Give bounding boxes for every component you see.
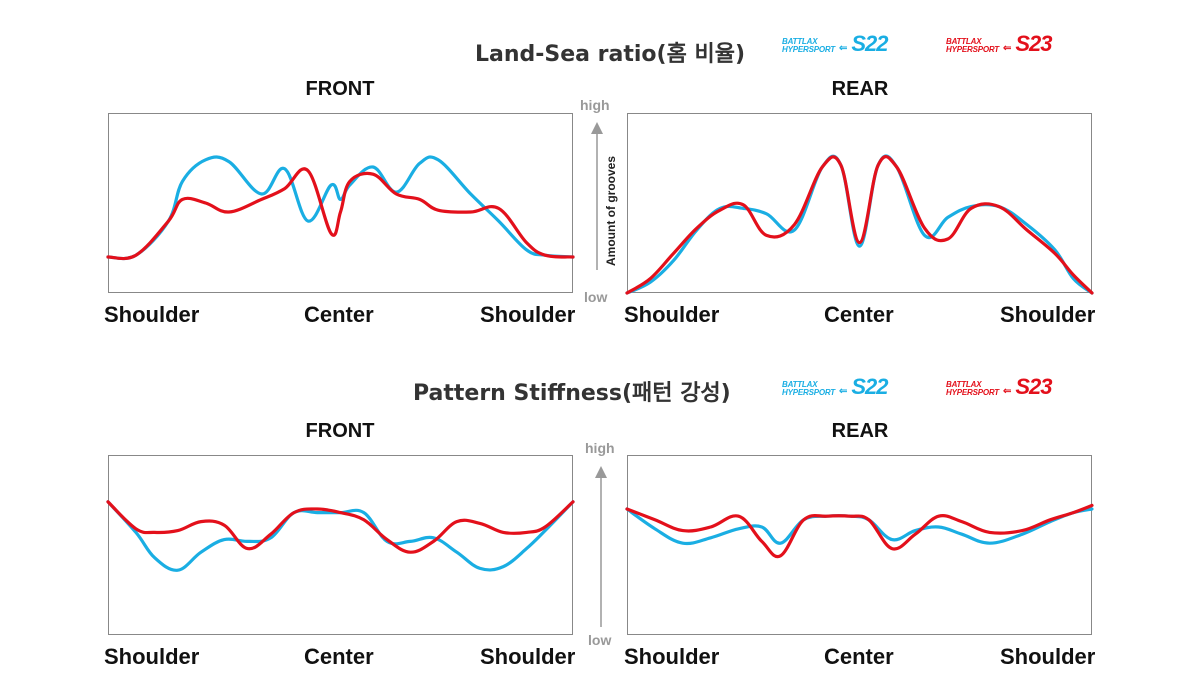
land-sea-front-chart bbox=[106, 155, 575, 261]
stiffness-rear-x-left: Shoulder bbox=[624, 644, 720, 669]
land-sea-axis-high: high bbox=[580, 97, 610, 113]
legend-s23-model: S23 bbox=[1015, 31, 1052, 56]
legend-s22-bottom: BATTLAX HYPERSPORT ⇐ S22 bbox=[782, 374, 889, 399]
stiffness-front-x-center: Center bbox=[304, 644, 374, 669]
stiffness-axis-low: low bbox=[588, 632, 612, 648]
land-sea-front-x-left: Shoulder bbox=[104, 302, 200, 327]
legend-s23-bottom: BATTLAX HYPERSPORT ⇐ S23 bbox=[946, 374, 1053, 399]
legend-s23-bottom-arrow-icon: ⇐ bbox=[1002, 386, 1012, 397]
legend-s23-bottom-brand: BATTLAX bbox=[946, 380, 982, 389]
land-sea-front-x-center: Center bbox=[304, 302, 374, 327]
legend-s22-bottom-brand-2: HYPERSPORT bbox=[782, 388, 835, 397]
legend-s22-brand: BATTLAX bbox=[782, 37, 818, 46]
land-sea-front-x-right: Shoulder bbox=[480, 302, 576, 327]
legend-s23-brand-2: HYPERSPORT bbox=[946, 45, 999, 54]
series-line-s22 bbox=[625, 507, 1094, 546]
legend-s23-bottom-model: S23 bbox=[1015, 374, 1052, 399]
land-sea-rear-chart bbox=[625, 154, 1094, 295]
series-line-s22 bbox=[106, 155, 575, 261]
land-sea-rear-plot bbox=[625, 113, 1094, 295]
land-sea-front-plot bbox=[106, 113, 575, 293]
series-line-s23 bbox=[106, 500, 575, 554]
stiffness-front-title: FRONT bbox=[305, 420, 375, 442]
stiffness-rear-x-right: Shoulder bbox=[1000, 644, 1096, 669]
land-sea-axis-low: low bbox=[584, 289, 608, 305]
land-sea-axis-arrow-icon bbox=[591, 122, 603, 270]
legend-s22-bottom-arrow-icon: ⇐ bbox=[838, 386, 848, 397]
stiffness-title: Pattern Stiffness(패턴 강성) bbox=[413, 381, 731, 406]
legend-s22-arrow-icon: ⇐ bbox=[838, 43, 848, 54]
legend-s22-model: S22 bbox=[851, 31, 888, 56]
stiffness-rear-title: REAR bbox=[831, 420, 889, 442]
legend-s23-bottom-brand-2: HYPERSPORT bbox=[946, 388, 999, 397]
legend-s23-arrow-icon: ⇐ bbox=[1002, 43, 1012, 54]
land-sea-rear-x-right: Shoulder bbox=[1000, 302, 1096, 327]
stiffness-rear-x-center: Center bbox=[824, 644, 894, 669]
stiffness-front-x-right: Shoulder bbox=[480, 644, 576, 669]
land-sea-axis-name: Amount of grooves bbox=[604, 156, 618, 266]
stiffness-front-x-left: Shoulder bbox=[104, 644, 200, 669]
stiffness-axis-arrow-icon bbox=[595, 466, 607, 627]
stiffness-front-plot bbox=[106, 455, 575, 635]
series-line-s23 bbox=[625, 155, 1094, 295]
series-line-s23 bbox=[106, 167, 575, 261]
land-sea-rear-x-center: Center bbox=[824, 302, 894, 327]
legend-s22: BATTLAX HYPERSPORT ⇐ S22 bbox=[782, 31, 889, 56]
series-line-s23 bbox=[625, 503, 1094, 559]
legend-s23-brand: BATTLAX bbox=[946, 37, 982, 46]
land-sea-rear-title: REAR bbox=[831, 78, 889, 100]
stiffness-rear-plot bbox=[625, 455, 1094, 635]
legend-s22-brand-2: HYPERSPORT bbox=[782, 45, 835, 54]
land-sea-rear-x-left: Shoulder bbox=[624, 302, 720, 327]
land-sea-front-title: FRONT bbox=[305, 78, 375, 100]
legend-s23: BATTLAX HYPERSPORT ⇐ S23 bbox=[946, 31, 1053, 56]
land-sea-title: Land-Sea ratio(홈 비율) bbox=[475, 42, 746, 67]
legend-s22-bottom-model: S22 bbox=[851, 374, 888, 399]
legend-s22-bottom-brand: BATTLAX bbox=[782, 380, 818, 389]
stiffness-axis-high: high bbox=[585, 440, 615, 456]
stiffness-rear-chart bbox=[625, 503, 1094, 559]
stiffness-front-chart bbox=[106, 500, 575, 572]
